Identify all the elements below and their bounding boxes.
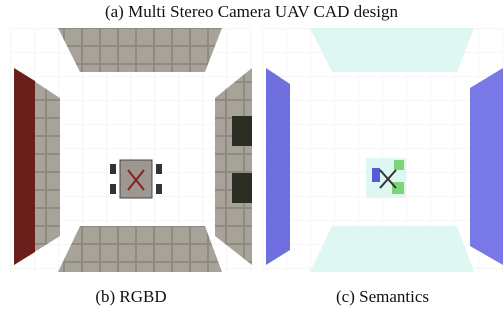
caption-c: (c) Semantics [262,287,503,307]
caption-b: (b) RGBD [10,287,252,307]
caption-a: (a) Multi Stereo Camera UAV CAD design [0,2,503,22]
semantics-image [262,28,503,272]
figure: (a) Multi Stereo Camera UAV CAD design [0,0,503,312]
rgbd-image [10,28,252,272]
